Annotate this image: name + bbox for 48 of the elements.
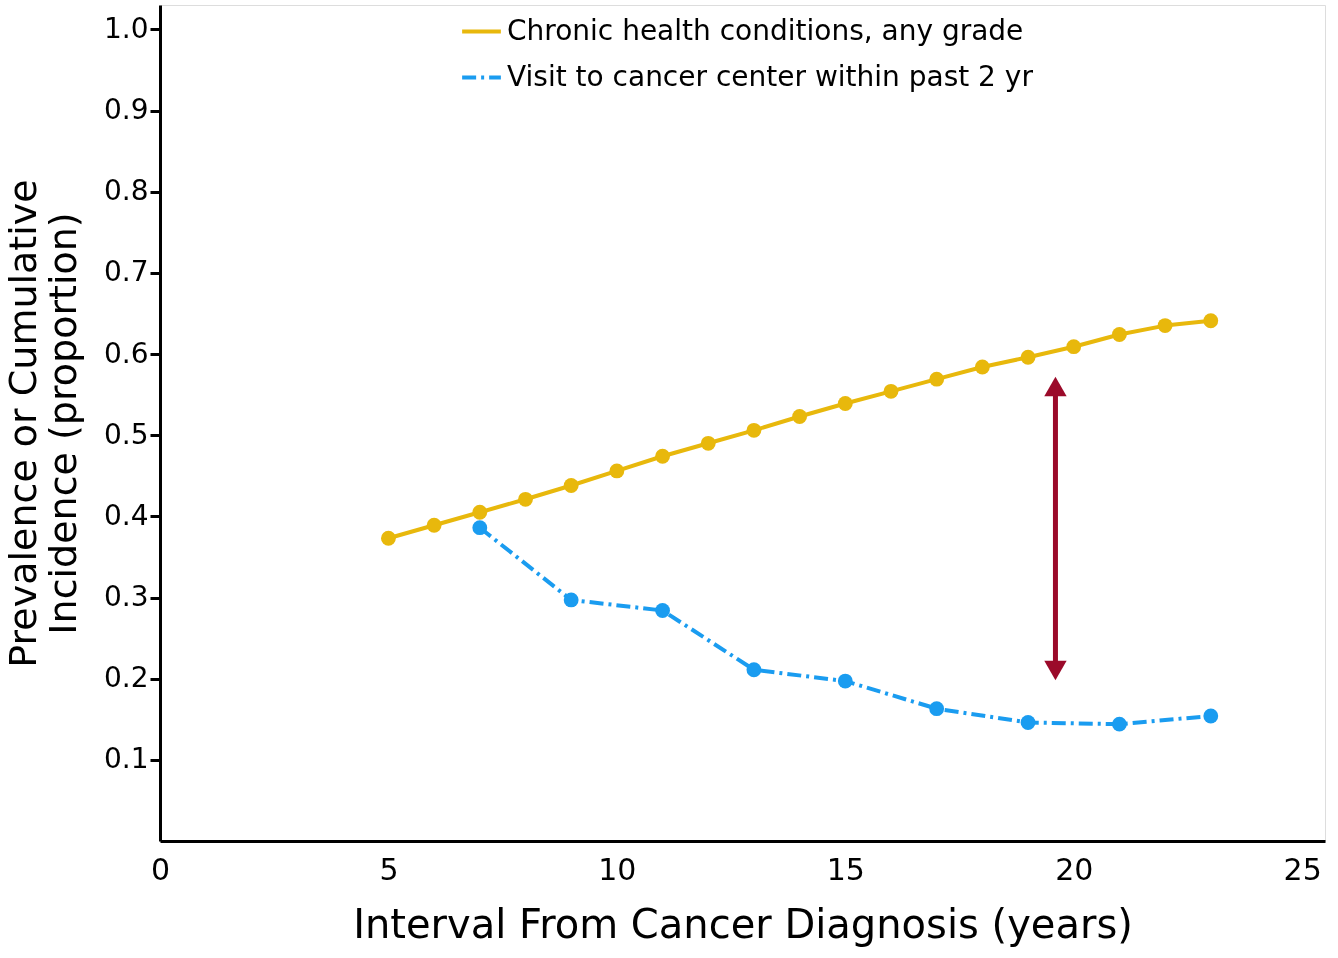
point <box>1066 339 1082 355</box>
point <box>792 409 808 424</box>
point <box>1112 716 1127 732</box>
y-tick-label: 0.7 <box>103 255 149 289</box>
point <box>655 448 670 464</box>
x-axis-title: Interval From Cancer Diagnosis (years) <box>353 900 1133 947</box>
point <box>837 396 853 411</box>
point <box>518 491 533 507</box>
point <box>700 435 716 451</box>
point <box>1157 318 1173 333</box>
point <box>609 463 625 479</box>
y-tick-label: 1.0 <box>103 11 149 45</box>
y-tick-label: 0.6 <box>103 336 149 370</box>
point <box>929 701 945 717</box>
x-tick-label: 20 <box>1055 851 1094 887</box>
y-tick-label: 0.9 <box>103 93 149 127</box>
point <box>472 504 488 520</box>
point <box>746 662 762 678</box>
point <box>1203 313 1219 329</box>
point <box>426 517 442 533</box>
legend-label: Chronic health conditions, any grade <box>507 13 1024 47</box>
point <box>837 673 853 689</box>
point <box>929 371 945 387</box>
point <box>974 359 990 375</box>
point <box>1112 327 1127 342</box>
point <box>1020 715 1036 730</box>
point <box>563 478 579 493</box>
x-tick-label: 0 <box>150 851 171 887</box>
point <box>472 520 488 536</box>
point <box>746 422 762 438</box>
x-tick-label: 10 <box>598 851 637 887</box>
x-tick-label: 5 <box>379 851 399 887</box>
y-tick-label: 0.4 <box>103 498 149 532</box>
legend-label: Visit to cancer center within past 2 yr <box>507 59 1034 93</box>
y-axis-title: Prevalence or Cumulative Incidence (proportion) <box>0 179 85 668</box>
y-tick-label: 0.2 <box>103 661 149 695</box>
y-tick-label: 0.8 <box>103 174 149 208</box>
y-tick-label: 0.5 <box>103 417 149 451</box>
x-tick-label: 25 <box>1283 851 1322 887</box>
point <box>1020 349 1036 365</box>
point <box>1203 708 1219 724</box>
y-tick-label: 0.3 <box>103 580 149 613</box>
x-tick-label: 15 <box>826 851 865 887</box>
point <box>883 383 899 399</box>
y-tick-label: 0.1 <box>103 742 149 776</box>
point <box>563 592 579 608</box>
point <box>381 530 396 546</box>
point <box>655 603 670 618</box>
